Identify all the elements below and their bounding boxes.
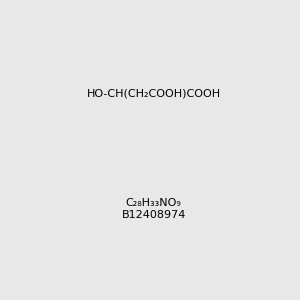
Text: C₂₈H₃₃NO₉
B12408974: C₂₈H₃₃NO₉ B12408974 bbox=[122, 199, 186, 220]
Text: HO-CH(CH₂COOH)COOH: HO-CH(CH₂COOH)COOH bbox=[87, 89, 221, 99]
